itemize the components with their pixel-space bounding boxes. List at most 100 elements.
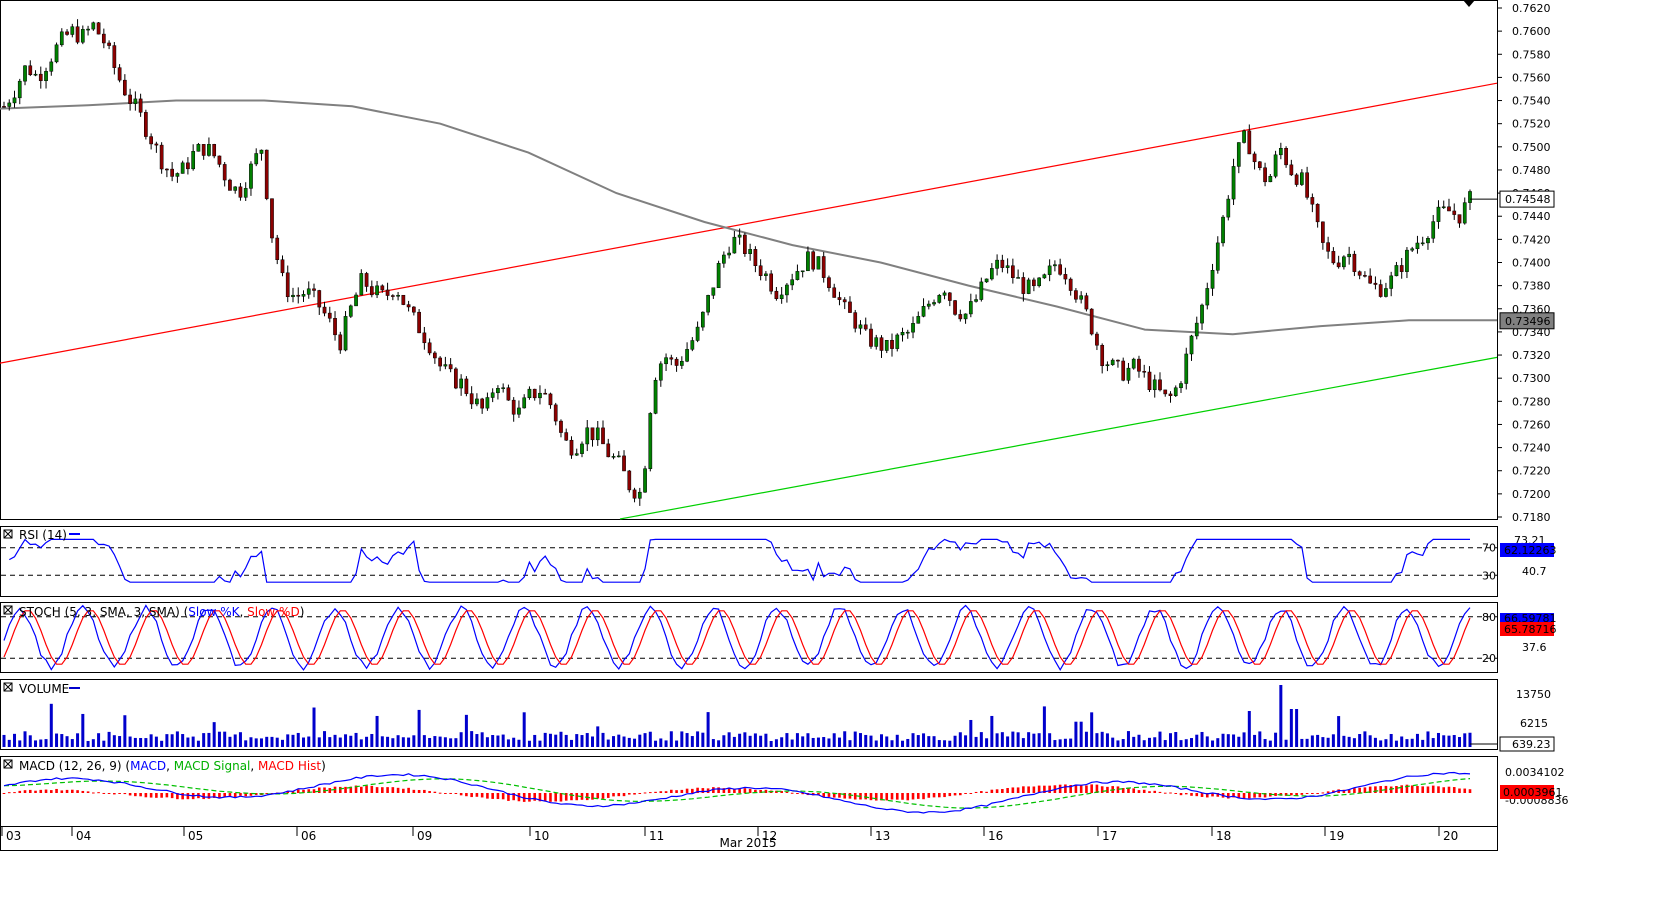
volume-bar xyxy=(1221,733,1225,747)
volume-bar xyxy=(1347,736,1351,747)
volume-bar xyxy=(732,736,736,747)
volume-bar xyxy=(1295,709,1299,747)
volume-bar xyxy=(995,733,999,747)
candle-up xyxy=(1131,358,1136,369)
volume-bar xyxy=(370,733,374,747)
macd-hist-bar xyxy=(1316,793,1319,794)
volume-bar xyxy=(1373,737,1377,747)
volume-bar xyxy=(1153,737,1157,747)
volume-bar xyxy=(1247,711,1251,747)
svg-text:STOCH (5, 3, SMA, 3, SMA): STOCH (5, 3, SMA, 3, SMA) (Slow %K, Slow… xyxy=(19,605,304,619)
stoch-level-80: 80 xyxy=(1482,611,1496,624)
volume-bar xyxy=(806,733,810,747)
volume-bar xyxy=(228,736,232,747)
rsi-title[interactable]: RSI (14) xyxy=(3,528,80,542)
candle-up xyxy=(1205,288,1210,306)
volume-bar xyxy=(133,737,137,747)
candle-up xyxy=(49,61,54,72)
volume-bar xyxy=(1053,740,1057,747)
volume-bar xyxy=(1158,731,1162,747)
macd-hist-bar xyxy=(1216,793,1220,797)
volume-bar xyxy=(501,734,505,747)
candle-down xyxy=(559,420,563,433)
volume-bar xyxy=(60,734,64,747)
macd-hist-bar xyxy=(212,793,216,798)
macd-hist-bar xyxy=(1011,787,1015,793)
volume-bar xyxy=(517,739,521,747)
macd-line xyxy=(3,771,1471,814)
macd-hist-bar xyxy=(901,793,904,800)
macd-hist-bar xyxy=(1400,785,1403,793)
macd-hist-bar xyxy=(496,793,500,800)
volume-value-tag xyxy=(1499,736,1555,752)
volume-title[interactable]: VOLUME xyxy=(3,682,80,696)
macd-hist-bar xyxy=(911,793,915,800)
volume-bar xyxy=(207,732,211,747)
candle-up xyxy=(643,468,647,493)
volume-bar xyxy=(538,740,542,747)
ma-price-tag xyxy=(1499,312,1555,330)
macd-hist-bar xyxy=(1290,793,1293,796)
stoch-d-label: Slow %D xyxy=(247,605,300,619)
volume-bar xyxy=(858,733,862,747)
macd-hist-bar xyxy=(307,789,311,793)
macd-hist-bar xyxy=(86,791,90,793)
candle-up xyxy=(700,311,705,328)
macd-hist-bar xyxy=(880,793,883,801)
volume-bar xyxy=(659,738,663,747)
candle-up xyxy=(779,294,784,300)
volume-bar xyxy=(86,740,90,747)
macd-hist-bar xyxy=(1163,792,1167,794)
macd-hist-bar xyxy=(1048,785,1051,793)
candle-up xyxy=(496,388,500,394)
volume-bar xyxy=(112,735,116,747)
volume-bar xyxy=(1084,731,1088,747)
volume-bar xyxy=(2,734,6,747)
macd-hist-bar xyxy=(1342,789,1346,793)
candle-down xyxy=(1074,290,1078,300)
candle-down xyxy=(1263,167,1267,183)
scroll-marker-icon[interactable] xyxy=(1463,0,1475,7)
candle-up xyxy=(963,313,968,320)
macd-value-tag xyxy=(1500,785,1554,799)
volume-bar xyxy=(554,734,558,747)
volume-bar xyxy=(654,740,658,747)
candle-down xyxy=(406,304,411,308)
volume-bar xyxy=(181,734,185,747)
stoch-title[interactable]: STOCH (5, 3, SMA, 3, SMA) (Slow %K, Slow… xyxy=(3,605,304,619)
macd-title[interactable]: MACD (12, 26, 9) (MACD, MACD Signal, MAC… xyxy=(3,759,326,773)
macd-hist-bar xyxy=(627,793,631,795)
volume-bar xyxy=(1468,732,1472,747)
macd-hist-bar xyxy=(1137,790,1141,793)
volume-bar xyxy=(1142,740,1146,747)
price-tick-label: 0.7600 xyxy=(1512,25,1551,38)
volume-bar xyxy=(780,737,784,747)
volume-bar xyxy=(417,709,421,747)
volume-bar xyxy=(123,715,127,747)
volume-bar xyxy=(76,733,80,747)
candle-down xyxy=(837,297,842,300)
macd-hist-bar xyxy=(433,791,437,793)
volume-bar xyxy=(879,734,883,747)
candle-up xyxy=(748,249,752,254)
macd-hist-bar xyxy=(790,792,794,794)
candle-down xyxy=(674,358,679,366)
candle-down xyxy=(75,26,80,43)
macd-hist-bar xyxy=(1452,787,1456,793)
candle-down xyxy=(853,312,858,329)
candle-down xyxy=(879,337,884,351)
candle-up xyxy=(942,292,947,296)
macd-hist-bar xyxy=(953,793,957,796)
macd-hist-bar xyxy=(239,793,242,796)
candle-down xyxy=(827,277,831,289)
candle-down xyxy=(390,295,395,297)
candle-up xyxy=(785,284,789,296)
macd-hist-bar xyxy=(459,793,463,796)
candle-down xyxy=(1116,359,1120,362)
candle-up xyxy=(1278,148,1283,156)
macd-hist-bar xyxy=(23,790,27,793)
macd-hist-bar xyxy=(617,793,621,797)
volume-bar xyxy=(696,731,700,747)
volume-bar xyxy=(459,732,463,747)
volume-bar xyxy=(916,735,920,747)
